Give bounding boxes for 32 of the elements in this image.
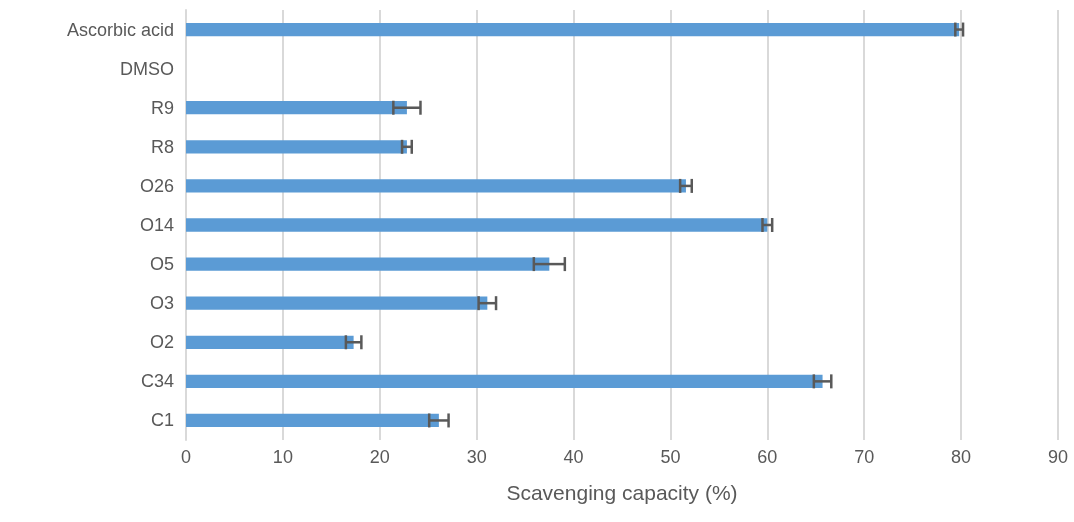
bar (186, 413, 439, 428)
y-tick-label: C1 (150, 410, 174, 431)
bar (186, 22, 960, 37)
bar (186, 101, 407, 115)
y-tick-label: O2 (149, 332, 174, 353)
x-tick-label: 60 (757, 447, 778, 467)
x-tick-label: 80 (951, 447, 972, 467)
y-tick-label: R9 (150, 97, 174, 118)
bar (186, 218, 768, 232)
y-tick-label: O3 (149, 293, 174, 314)
x-tick-label: 30 (466, 447, 487, 467)
x-tick-label: 0 (180, 447, 192, 467)
bar (186, 335, 354, 349)
y-tick-label: R8 (150, 136, 174, 157)
y-tick-label: O14 (139, 215, 174, 235)
x-tick-label: 20 (369, 447, 390, 467)
x-tick-label: 70 (854, 447, 875, 467)
x-axis-title: Scavenging capacity (%) (506, 481, 738, 504)
bar (186, 374, 823, 389)
bar (186, 257, 550, 271)
y-tick-label: O5 (149, 254, 174, 275)
x-tick-label: 90 (1047, 447, 1069, 467)
x-tick-label: 40 (563, 447, 584, 467)
y-tick-label: Ascorbic acid (66, 19, 174, 40)
x-tick-label: 50 (660, 447, 681, 467)
bar (186, 179, 686, 193)
y-tick-label: DMSO (120, 58, 174, 79)
bar (186, 140, 407, 154)
y-tick-label: O26 (139, 175, 174, 196)
y-tick-label: C34 (140, 371, 174, 392)
x-tick-label: 10 (272, 447, 293, 467)
bar (186, 296, 488, 310)
